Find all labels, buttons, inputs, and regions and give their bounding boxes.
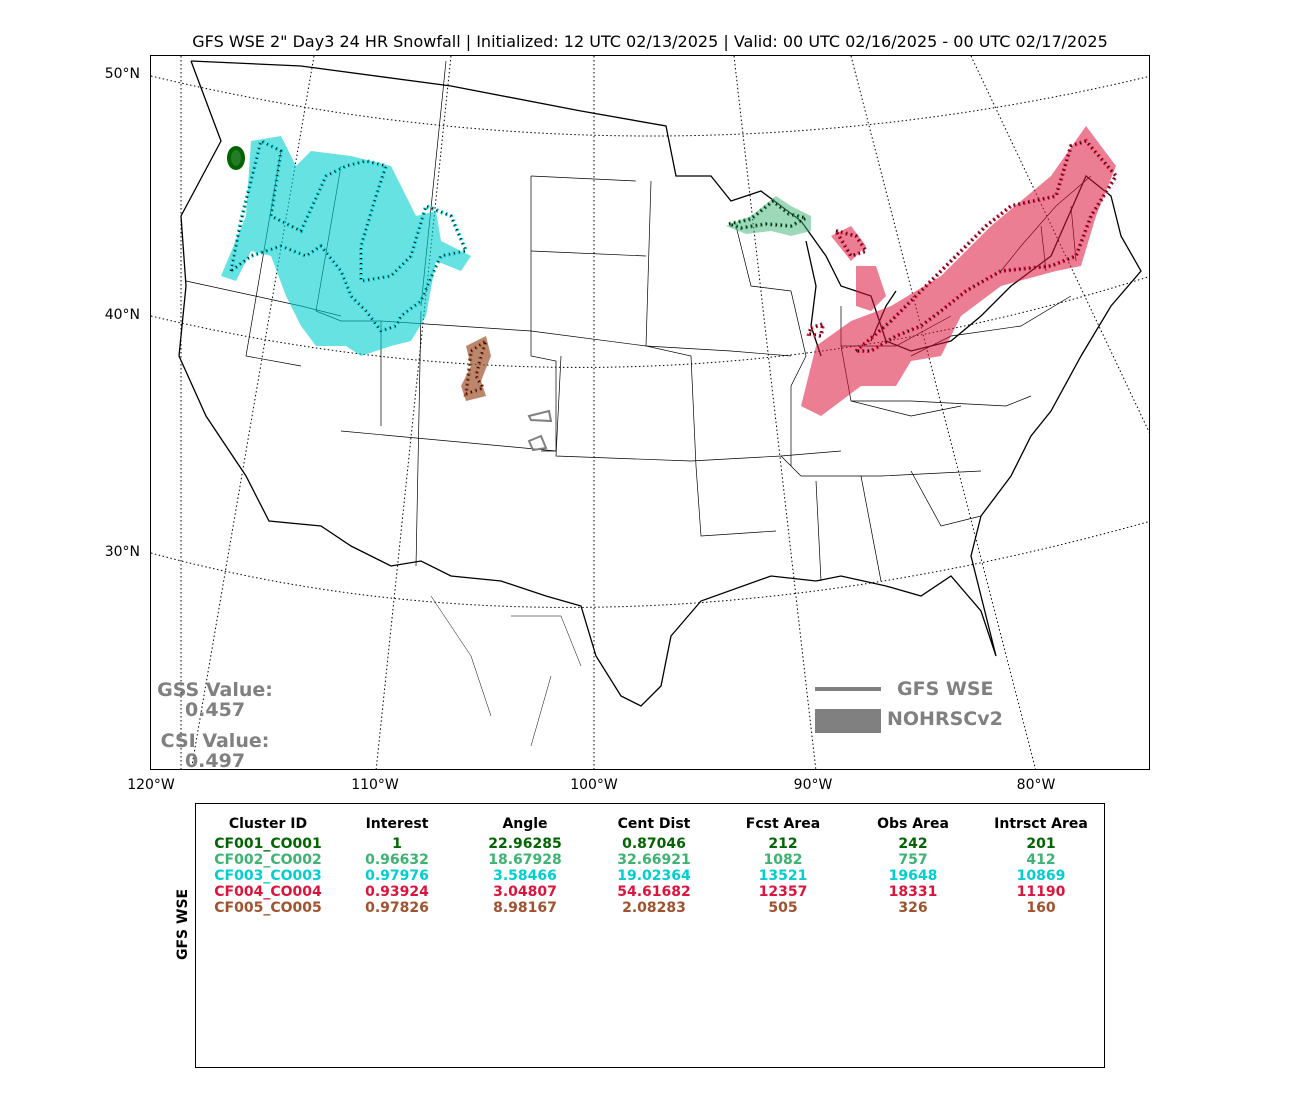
cell-fcst-area: 1082 [763, 852, 803, 868]
lon-label-90: 90°W [793, 777, 833, 793]
legend: GFS WSE NOHRSCv2 [810, 675, 1010, 745]
cluster-cf001 [227, 146, 245, 170]
lat-label-40: 40°N [104, 307, 140, 323]
cell-fcst-area: 13521 [758, 868, 808, 884]
cell-cluster-id: CF005_CO005 [214, 900, 322, 916]
cell-cent-dist: 19.02364 [617, 868, 691, 884]
legend-line-swatch [815, 687, 881, 691]
table-side-label: GFS WSE [175, 888, 191, 960]
lat-label-30: 30°N [104, 544, 140, 560]
csi-label: CSI Value: [160, 730, 270, 752]
cell-interest: 1 [392, 836, 402, 852]
legend-fill-label: NOHRSCv2 [887, 708, 1003, 730]
col-header-fcst-area: Fcst Area [745, 816, 821, 832]
cell-cent-dist: 0.87046 [622, 836, 686, 852]
cell-cluster-id: CF001_CO001 [214, 836, 322, 852]
cell-interest: 0.96632 [365, 852, 429, 868]
cell-intrsct-area: 11190 [1016, 884, 1066, 900]
cluster-cf003-obs-fill [221, 136, 471, 356]
lon-label-110: 110°W [351, 777, 399, 793]
col-header-interest: Interest [365, 816, 429, 832]
col-header-intrsct-area: Intrsct Area [994, 816, 1088, 832]
map-panel [150, 55, 1150, 770]
lon-label-100: 100°W [570, 777, 618, 793]
cell-interest: 0.97976 [365, 868, 429, 884]
meridian-110 [375, 56, 452, 769]
legend-fill-swatch [815, 709, 881, 733]
cell-cluster-id: CF004_CO004 [214, 884, 322, 900]
cell-interest: 0.97826 [365, 900, 429, 916]
forecast-line-dots [464, 338, 488, 396]
cell-intrsct-area: 201 [1026, 836, 1056, 852]
cell-cent-dist: 32.66921 [617, 852, 691, 868]
forecast-line-dots [853, 139, 1118, 352]
lat-label-50: 50°N [104, 66, 140, 82]
cell-obs-area: 757 [898, 852, 928, 868]
cell-obs-area: 19648 [888, 868, 938, 884]
cell-obs-area: 326 [898, 900, 928, 916]
cell-obs-area: 242 [898, 836, 928, 852]
cell-fcst-area: 505 [768, 900, 798, 916]
lon-label-120: 120°W [127, 777, 175, 793]
cell-obs-area: 18331 [888, 884, 938, 900]
cell-cent-dist: 2.08283 [622, 900, 686, 916]
map-canvas [151, 56, 1149, 769]
cell-fcst-area: 12357 [758, 884, 808, 900]
cluster-cf002 [721, 196, 812, 236]
cluster-cf004 [801, 126, 1119, 416]
cell-cluster-id: CF002_CO002 [214, 852, 322, 868]
cell-intrsct-area: 412 [1026, 852, 1056, 868]
graticule [151, 56, 1149, 769]
cell-cluster-id: CF003_CO003 [214, 868, 322, 884]
col-header-cluster-id: Cluster ID [228, 816, 308, 832]
cell-fcst-area: 212 [768, 836, 798, 852]
gss-value: 0.457 [184, 699, 246, 721]
legend-line-label: GFS WSE [897, 678, 994, 700]
cell-intrsct-area: 160 [1026, 900, 1056, 916]
col-header-angle: Angle [502, 816, 548, 832]
meridian-90 [733, 56, 817, 769]
gss-label: GSS Value: [157, 679, 273, 701]
cell-angle: 3.04807 [493, 884, 557, 900]
cell-interest: 0.93924 [365, 884, 429, 900]
cell-angle: 8.98167 [493, 900, 557, 916]
parallel-40 [151, 276, 1149, 368]
mexico-outlines [430, 595, 582, 747]
forecast-line-dots [229, 139, 468, 333]
unmatched-forecast-objects [527, 409, 553, 452]
csi-value: 0.497 [184, 750, 246, 772]
cell-intrsct-area: 10869 [1016, 868, 1066, 884]
parallel-50 [151, 75, 1149, 137]
col-header-cent-dist: Cent Dist [617, 816, 691, 832]
chart-title: GFS WSE 2" Day3 24 HR Snowfall | Initial… [192, 32, 1108, 51]
col-header-obs-area: Obs Area [877, 816, 949, 832]
cluster-cf003-fcst-line [228, 138, 469, 334]
cell-angle: 3.58466 [493, 868, 557, 884]
cell-angle: 18.67928 [488, 852, 562, 868]
cluster-cf005 [461, 336, 491, 401]
meridian-80 [850, 56, 1036, 769]
cluster-stats-table: Cluster ID Interest Angle Cent Dist Fcst… [195, 803, 1105, 1068]
lon-label-80: 80°W [1016, 777, 1056, 793]
cell-cent-dist: 54.61682 [617, 884, 691, 900]
parallel-30 [151, 521, 1149, 608]
cell-angle: 22.96285 [488, 836, 562, 852]
